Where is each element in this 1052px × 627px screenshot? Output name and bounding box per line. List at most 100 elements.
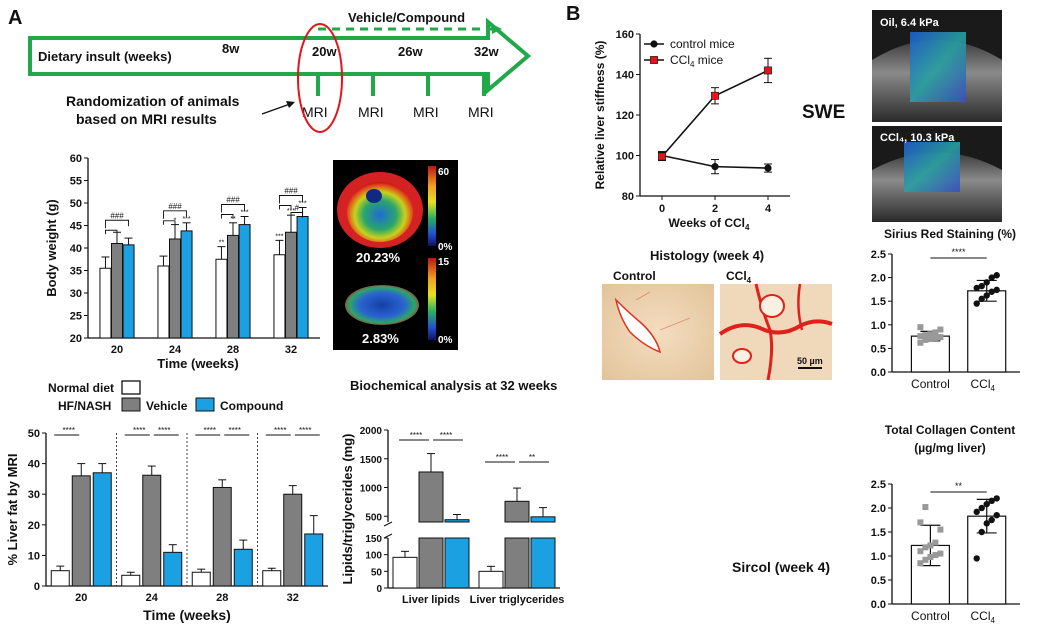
data-point xyxy=(988,288,995,295)
histology-ccl4-image: 50 µm xyxy=(718,283,833,381)
liver-fat-chart: 0 10 20 30 40 50 % Liver fat by MRI Time (weeks… xyxy=(5,426,328,623)
y-tick-label: 30 xyxy=(28,489,40,501)
y-axis-title: % Liver fat by MRI xyxy=(5,454,20,566)
y-tick-label: 100 xyxy=(365,551,382,562)
bar xyxy=(238,224,251,339)
sircol-label: Sircol (week 4) xyxy=(732,559,830,575)
randomization-line1: Randomization of animals xyxy=(66,93,240,109)
bar xyxy=(50,570,70,587)
data-point xyxy=(993,495,1000,502)
bar xyxy=(233,548,253,587)
axis-break-mark xyxy=(383,521,393,527)
sig-label: ### xyxy=(284,187,298,196)
significance-stars: *** xyxy=(287,208,295,215)
legend-normal-diet-label: Normal diet xyxy=(48,381,114,395)
mri-label-20: MRI xyxy=(302,104,328,120)
mri-label-26: MRI xyxy=(358,104,384,120)
bar-lower xyxy=(444,537,470,589)
data-point xyxy=(988,274,995,281)
significance-stars: *** xyxy=(182,216,190,223)
bar xyxy=(967,290,1007,373)
data-point xyxy=(658,152,666,161)
bar xyxy=(122,244,135,339)
data-point xyxy=(917,339,924,346)
data-point xyxy=(922,336,929,343)
legend-normal-swatch xyxy=(121,380,141,395)
mri-scale-bottom-min: 0% xyxy=(438,335,453,346)
randomization-line2: based on MRI results xyxy=(76,111,217,127)
data-point xyxy=(764,164,772,172)
y-tick-label: 20 xyxy=(28,520,40,532)
bar xyxy=(283,493,303,587)
data-point xyxy=(978,504,985,512)
legend-label-ccl4: CCl4 mice xyxy=(670,53,723,69)
histology-scale-bar: 50 µm xyxy=(797,356,823,366)
bar xyxy=(121,574,141,587)
sig-bracket xyxy=(279,205,292,210)
randomization-pointer-head xyxy=(286,101,295,108)
sig-bracket xyxy=(290,212,303,218)
sig-bracket xyxy=(105,219,129,229)
sig-bracket xyxy=(221,214,234,219)
sig-bracket xyxy=(279,195,303,204)
y-tick-label: 35 xyxy=(70,266,82,278)
x-tick-label: 4 xyxy=(765,203,772,215)
histology-ccl4-label: CCl4 xyxy=(726,269,752,285)
sig-bracket xyxy=(221,204,245,213)
data-point xyxy=(973,508,980,516)
data-point xyxy=(973,300,980,307)
y-tick-label: 50 xyxy=(28,428,40,440)
mri-scale-bottom-max: 15 xyxy=(438,257,450,268)
data-point xyxy=(937,550,944,557)
y-tick-label: 50 xyxy=(371,567,383,578)
data-point xyxy=(922,332,929,339)
collagen-chart: 0.0 0.5 1.0 1.5 2.0 2.5 Control CCl4 ** Total Col… xyxy=(871,423,1020,625)
sig-label: # xyxy=(295,204,300,213)
bar xyxy=(163,551,183,587)
data-point xyxy=(973,555,980,562)
x-tick-label-control: Control xyxy=(911,609,950,623)
bar xyxy=(304,533,324,587)
body-weight-chart: 20 25 30 35 40 45 50 55 60 Body weight (g) Time (w… xyxy=(44,153,320,371)
data-point xyxy=(978,282,985,290)
data-point xyxy=(932,552,939,559)
data-point xyxy=(932,539,939,546)
significance-stars: *** xyxy=(275,233,283,240)
x-tick-label-control: Control xyxy=(911,377,950,391)
data-point xyxy=(937,326,944,333)
axis-break-gap xyxy=(380,524,562,536)
mri-label-32: MRI xyxy=(468,104,494,120)
y-tick-label: 2.5 xyxy=(871,479,886,491)
y-axis-title: Lipids/triglycerides (mg) xyxy=(340,434,355,585)
data-point xyxy=(932,329,939,336)
legend-label-control: control mice xyxy=(670,37,735,51)
swe-image-bottom: CCl₄, 10.3 kPa xyxy=(872,126,1002,222)
data-point xyxy=(917,324,924,331)
x-tick-label: Liver triglycerides xyxy=(470,594,565,606)
x-tick-label: 2 xyxy=(712,203,718,215)
data-point xyxy=(922,544,929,551)
sig-label: **** xyxy=(410,431,422,440)
y-tick-label: 1500 xyxy=(360,455,383,466)
legend-vehicle-label: Vehicle xyxy=(146,399,188,413)
sig-label: **** xyxy=(952,247,967,257)
bar xyxy=(215,258,228,339)
y-tick-label: 160 xyxy=(616,29,634,41)
randomization-pointer xyxy=(261,103,291,115)
bar xyxy=(169,238,181,339)
data-point xyxy=(983,500,990,508)
y-tick-label: 140 xyxy=(616,70,634,82)
timeline-week-26: 26w xyxy=(398,44,423,59)
y-tick-label: 2.0 xyxy=(871,273,886,285)
y-tick-label: 120 xyxy=(616,110,634,122)
data-point xyxy=(917,333,924,340)
y-tick-label: 1.0 xyxy=(871,320,886,332)
timeline-week-32: 32w xyxy=(474,44,499,59)
sig-label: **** xyxy=(496,453,508,462)
legend-marker-control xyxy=(650,40,658,48)
data-point xyxy=(917,560,924,567)
x-tick-label: 28 xyxy=(216,592,228,604)
axis-break-mark xyxy=(383,533,393,539)
x-tick-label: 0 xyxy=(659,203,665,215)
data-point xyxy=(988,497,995,504)
